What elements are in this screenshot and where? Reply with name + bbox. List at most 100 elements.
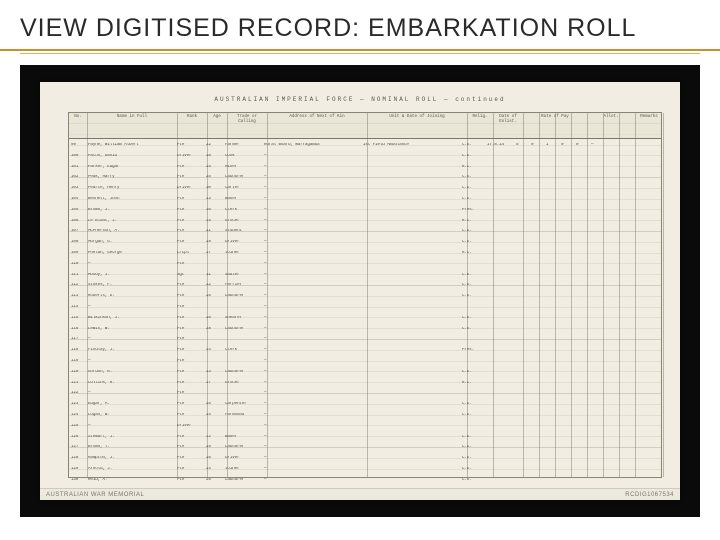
- table-cell: Stewart, J.: [88, 435, 177, 439]
- table-cell: Pte: [177, 294, 206, 298]
- table-cell: C.E.: [462, 413, 487, 417]
- table-cell: Labourer: [225, 445, 264, 449]
- table-row: 119—Pte—: [71, 359, 661, 365]
- table-cell: 25: [206, 294, 225, 298]
- table-cell: Joiner: [225, 467, 264, 471]
- table-cell: —: [264, 305, 363, 309]
- table-cell: 27: [206, 381, 225, 385]
- table-cell: Pte: [177, 467, 206, 471]
- table-cell: Paton, David: [88, 154, 177, 158]
- table-cell: —: [264, 381, 363, 385]
- table-cell: Labourer: [225, 478, 264, 482]
- table-cell: Peak, Harry: [88, 175, 177, 179]
- table-cell: Reid, A.: [88, 478, 177, 482]
- table-cell: Carter: [225, 186, 264, 190]
- table-cell: C.E.: [462, 240, 487, 244]
- table-cell: —: [264, 316, 363, 320]
- table-row: 127Brown, T.Pte29Labourer—C.E.: [71, 445, 661, 451]
- table-cell: —: [264, 273, 363, 277]
- table-cell: Farrier: [225, 283, 264, 287]
- table-cell: 26: [206, 208, 225, 212]
- table-cell: Labourer: [225, 175, 264, 179]
- table-row: 100Paton, DavidDriver28Cook—C.E.: [71, 154, 661, 160]
- table-cell: 128: [71, 456, 88, 460]
- table-cell: Pte: [177, 402, 206, 406]
- table-header-cell: No.: [71, 115, 85, 120]
- table-cell: 122: [71, 391, 88, 395]
- table-row: 111Moody, J.Sgt31Sadler—C.E.: [71, 273, 661, 279]
- table-cell: Findlay, J.: [88, 348, 177, 352]
- table-row: 115Wilkinson, J.Pte26Shearer—C.E.: [71, 316, 661, 322]
- table-cell: Phelan, George: [88, 251, 177, 255]
- table-header-cell: Allot.: [589, 115, 633, 120]
- table-cell: Pte: [177, 240, 206, 244]
- table-cell: —: [264, 413, 363, 417]
- page-title: VIEW DIGITISED RECORD: EMBARKATION ROLL: [20, 14, 700, 43]
- table-cell: —: [264, 435, 363, 439]
- table-cell: 5: [516, 143, 531, 147]
- table-cell: C.E.: [462, 154, 487, 158]
- table-cell: C.E.: [462, 229, 487, 233]
- table-cell: 118: [71, 348, 88, 352]
- table-cell: C.E.: [462, 186, 487, 190]
- table-cell: —: [264, 391, 363, 395]
- table-cell: Farmer: [225, 143, 264, 147]
- scanned-page: AUSTRALIAN IMPERIAL FORCE — NOMINAL ROLL…: [40, 82, 680, 500]
- table-cell: 126: [71, 435, 88, 439]
- table-cell: Driver: [177, 186, 206, 190]
- table-cell: Farmhand: [225, 413, 264, 417]
- table-cell: Pte: [177, 316, 206, 320]
- table-cell: —: [264, 165, 363, 169]
- table-cell: —: [264, 359, 363, 363]
- table-cell: Pte: [177, 283, 206, 287]
- table-cell: 112: [71, 283, 88, 287]
- table-cell: C.E.: [462, 435, 487, 439]
- table-cell: Stokes, F.: [88, 283, 177, 287]
- table-cell: 28: [206, 154, 225, 158]
- table-cell: 24: [206, 413, 225, 417]
- table-cell: —: [264, 208, 363, 212]
- scan-footer: AUSTRALIAN WAR MEMORIAL RCDIG1067534: [40, 488, 680, 500]
- table-cell: 23: [206, 197, 225, 201]
- table-row: 113Roberts, D.Pte25Labourer—C.E.: [71, 294, 661, 300]
- table-cell: —: [88, 262, 177, 266]
- table-cell: Parker, Edgar: [88, 165, 177, 169]
- table-cell: 127: [71, 445, 88, 449]
- table-cell: Student: [225, 229, 264, 233]
- table-row: 101Parker, EdgarPte24Miner—R.C.: [71, 165, 661, 171]
- table-cell: Carpenter: [225, 402, 264, 406]
- table-cell: Pte: [177, 219, 206, 223]
- table-row: 125—Driver—: [71, 424, 661, 430]
- table-header-cell: Rank: [179, 115, 205, 120]
- table-cell: C.E.: [462, 478, 487, 482]
- table-cell: 1st Field Ambulance: [363, 143, 462, 147]
- table-cell: Driver: [225, 240, 264, 244]
- table-cell: C.E.: [462, 467, 487, 471]
- table-row: 130Reid, A.Pte25Labourer—C.E.: [71, 478, 661, 484]
- table-cell: Bennett, John: [88, 197, 177, 201]
- table-row: 99Payne, William AlbertPte22FarmerRural …: [71, 143, 661, 149]
- table-row: 128Hampton, J.Pte26Driver—C.E.: [71, 456, 661, 462]
- table-cell: Pte: [177, 197, 206, 201]
- table-cell: Pres.: [462, 208, 487, 212]
- table-cell: Le Blanc, J.: [88, 219, 177, 223]
- table-cell: 107: [71, 229, 88, 233]
- table-cell: Edgar, A.: [88, 402, 177, 406]
- table-cell: —: [88, 424, 177, 428]
- table-cell: 17.8.14: [487, 143, 516, 147]
- table-cell: —: [264, 197, 363, 201]
- table-cell: Shearer: [225, 316, 264, 320]
- scan-table: No.Name in FullRankAgeTrade or CallingAd…: [68, 112, 662, 478]
- table-cell: 0: [531, 143, 546, 147]
- table-cell: —: [264, 219, 363, 223]
- table-cell: Miner: [225, 165, 264, 169]
- table-cell: Arnold, J.: [88, 467, 177, 471]
- table-row: 117—Pte—: [71, 337, 661, 343]
- table-cell: Baker: [225, 197, 264, 201]
- table-cell: —: [264, 445, 363, 449]
- table-cell: C.E.: [462, 327, 487, 331]
- table-cell: Pte: [177, 165, 206, 169]
- table-cell: Labourer: [225, 327, 264, 331]
- table-cell: Payne, William Albert: [88, 143, 177, 147]
- footer-right: RCDIG1067534: [625, 492, 674, 498]
